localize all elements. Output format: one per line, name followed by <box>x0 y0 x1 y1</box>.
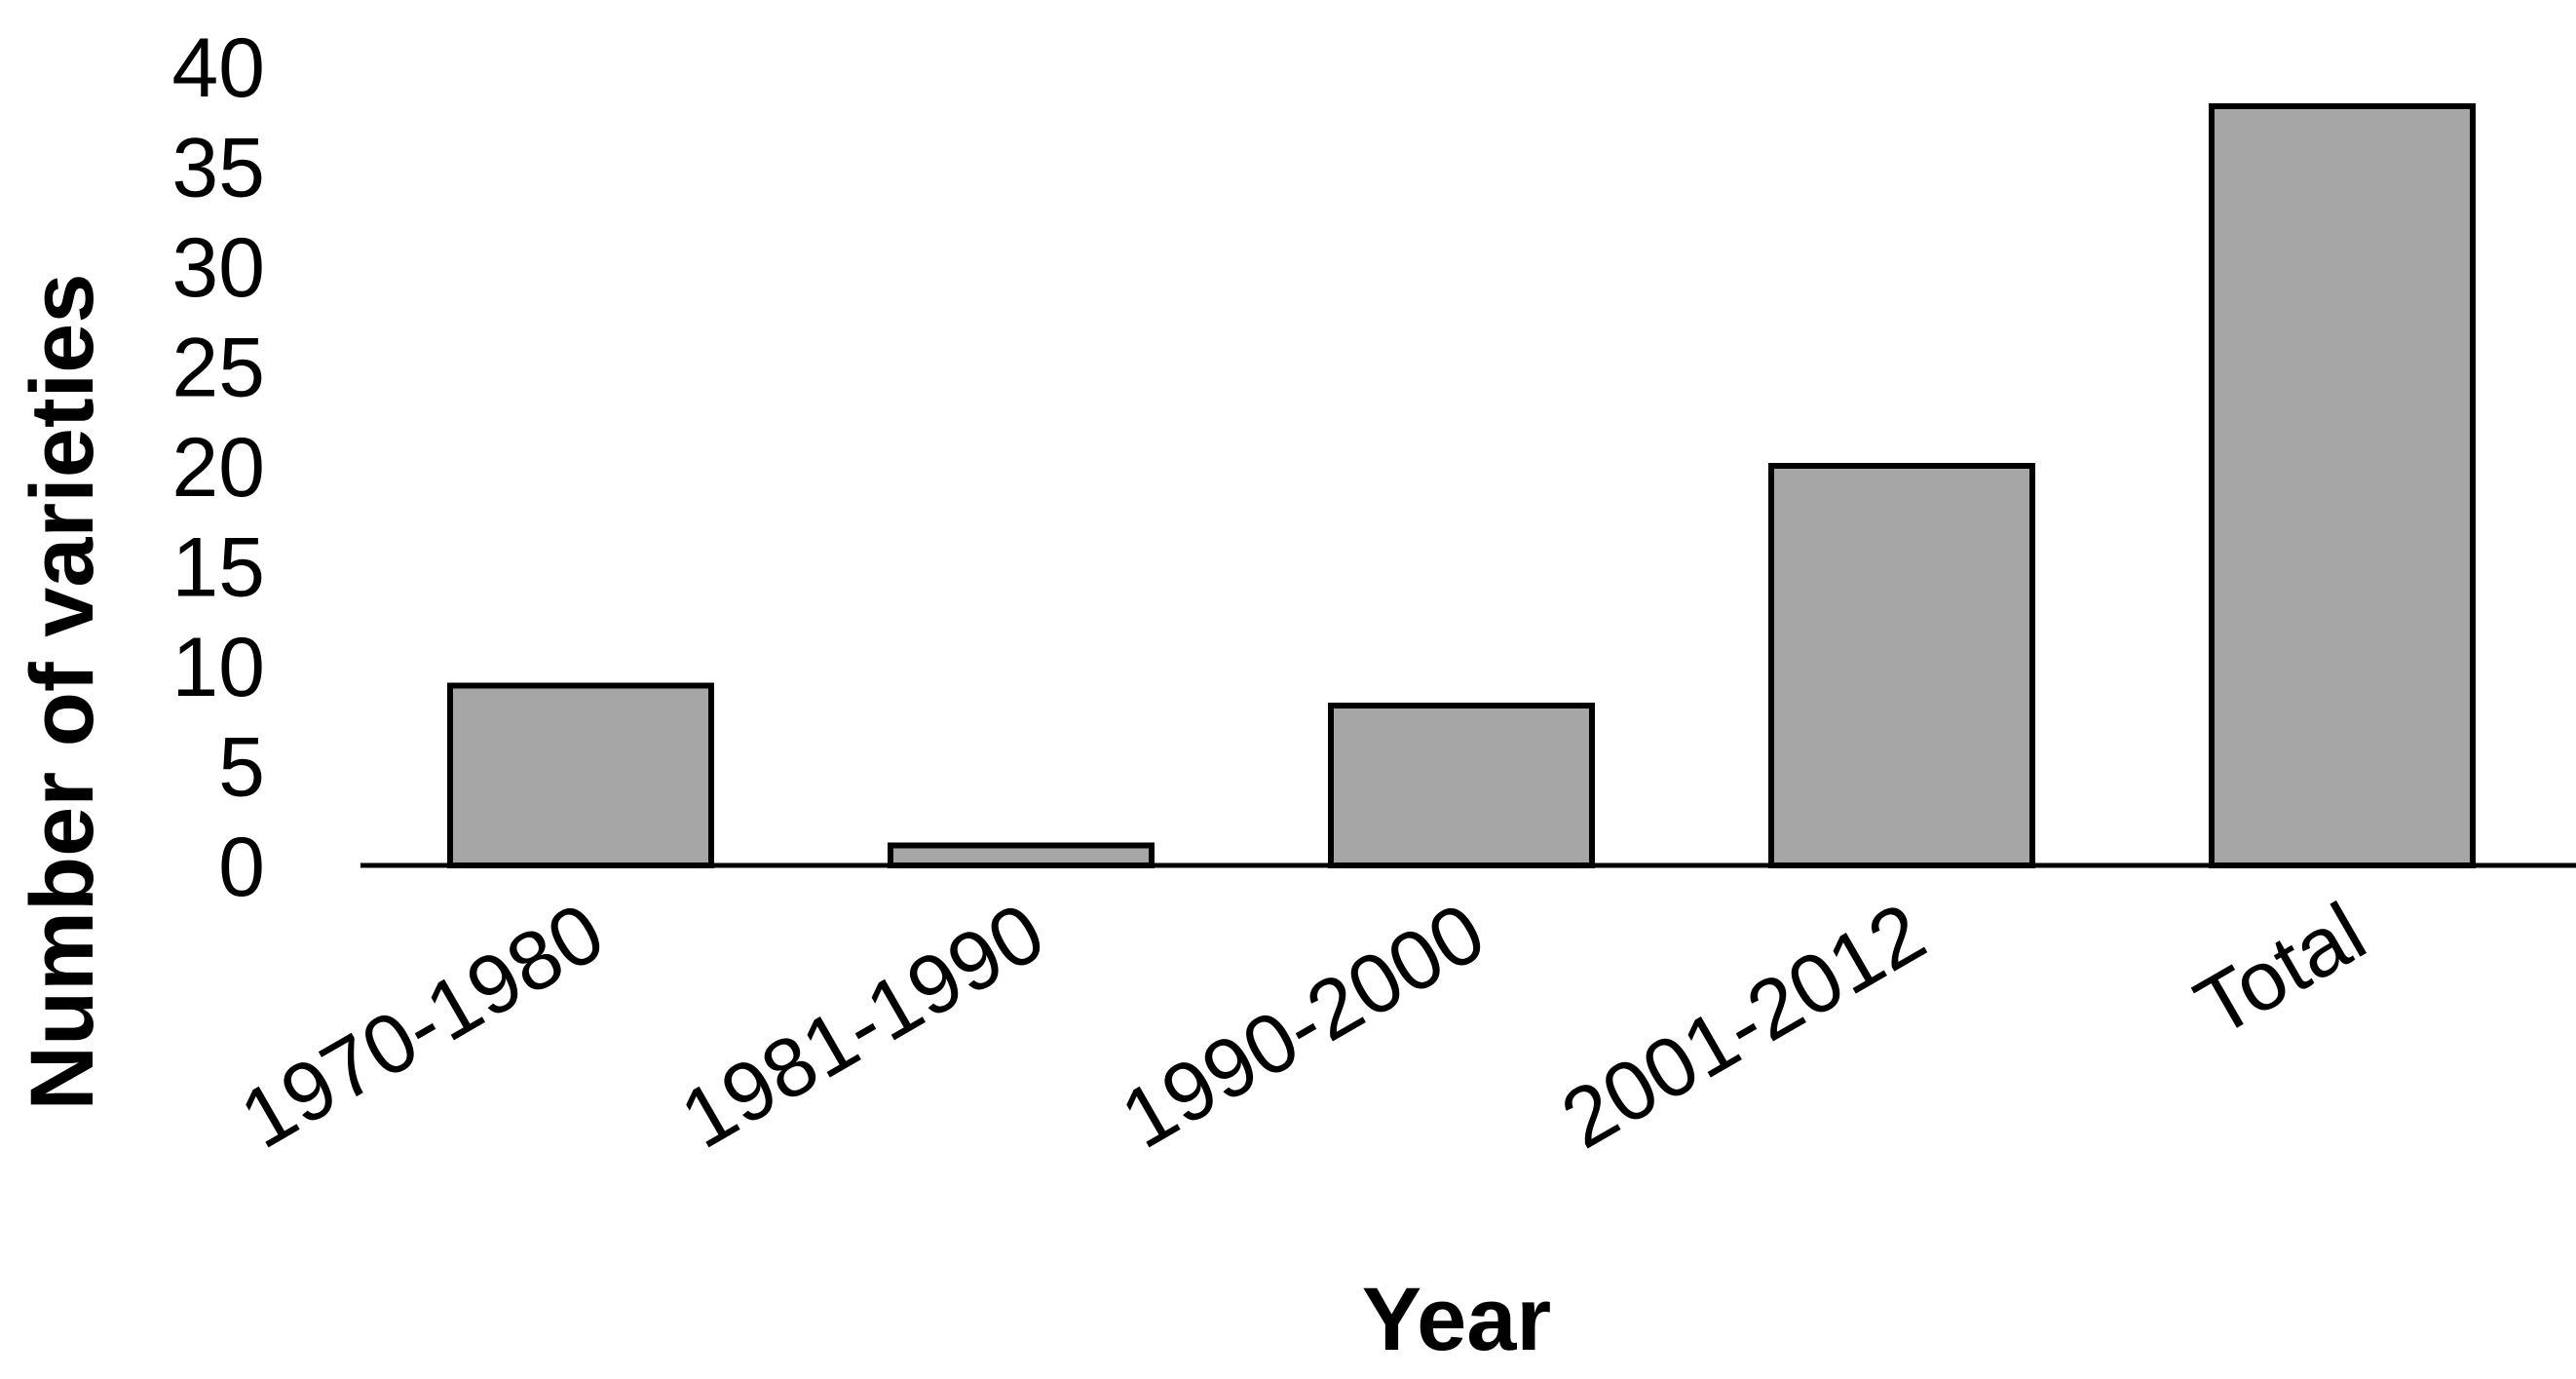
bars-group <box>447 103 2476 868</box>
bar-1981-1990 <box>888 842 1155 868</box>
x-tick-label: Total <box>2180 885 2380 1054</box>
bar-total <box>2209 103 2476 868</box>
y-tick-label: 40 <box>171 21 265 115</box>
x-axis-tick-labels: 1970-1980 1981-1990 1990-2000 2001-2012 Tota… <box>225 885 2380 1167</box>
y-tick-label: 30 <box>171 221 265 315</box>
x-axis-title: Year <box>1362 1270 1551 1369</box>
y-tick-label: 10 <box>171 621 265 714</box>
y-tick-label: 0 <box>218 821 265 914</box>
y-tick-label: 20 <box>171 421 265 515</box>
y-axis-title: Number of varieties <box>13 274 112 1111</box>
bar-2001-2012 <box>1768 463 2035 868</box>
x-tick-label: 1981-1990 <box>665 885 1059 1167</box>
y-tick-label: 5 <box>218 721 265 815</box>
bar-1970-1980 <box>447 682 714 868</box>
y-tick-label: 15 <box>171 521 265 615</box>
x-tick-label: 1970-1980 <box>225 885 619 1167</box>
y-tick-label: 25 <box>171 322 265 415</box>
x-tick-label: 1990-2000 <box>1106 885 1499 1167</box>
y-tick-label: 35 <box>171 122 265 215</box>
x-tick-label: 2001-2012 <box>1546 885 1940 1167</box>
bar-1990-2000 <box>1328 703 1595 868</box>
